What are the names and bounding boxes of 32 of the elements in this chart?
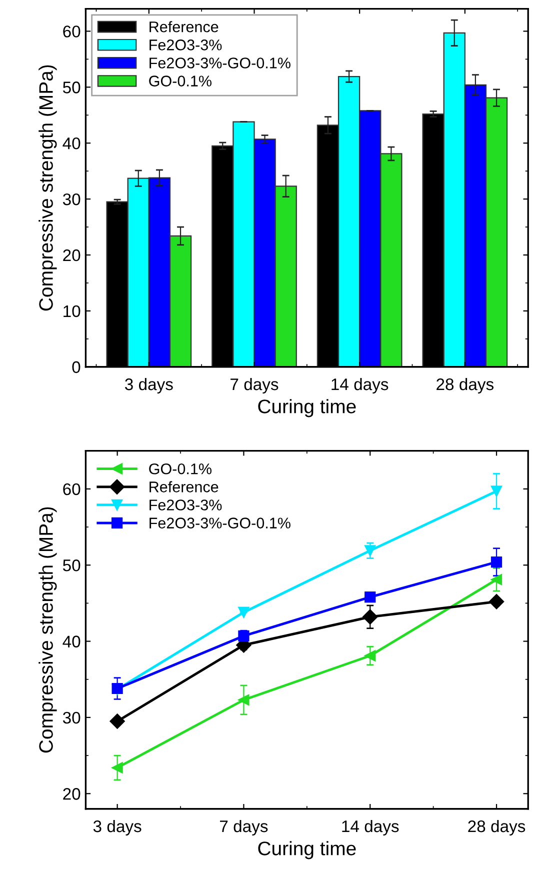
y-tick-label: 0 xyxy=(72,361,80,374)
x-axis-title: Curing time xyxy=(258,399,356,418)
x-tick-label: 3 days xyxy=(93,820,142,836)
y-tick-label: 60 xyxy=(63,483,80,496)
y-tick-label: 40 xyxy=(62,636,80,648)
y-tick-label: 20 xyxy=(63,249,80,262)
legend-label: Reference xyxy=(150,21,218,32)
y-tick-label: 30 xyxy=(62,712,80,724)
y-tick-label: 30 xyxy=(62,193,80,206)
legend-label: Fe2O3-3%-GO-0.1% xyxy=(150,518,290,528)
y-tick-label: 10 xyxy=(64,305,80,318)
x-tick-label: 3 days xyxy=(125,378,173,394)
y-tick-label: 50 xyxy=(62,560,80,572)
x-tick-label: 14 days xyxy=(332,378,388,394)
legend-label: GO-0.1% xyxy=(149,463,212,474)
x-tick-label: 7 days xyxy=(230,378,278,394)
y-tick-label: 20 xyxy=(63,788,80,800)
y-tick-label: 40 xyxy=(62,138,80,150)
y-tick-label: 60 xyxy=(63,26,80,38)
x-tick-label: 28 days xyxy=(468,820,526,836)
legend-label: GO-0.1% xyxy=(149,76,212,86)
legend-label: Fe2O3-3% xyxy=(150,40,222,50)
y-tick-label: 50 xyxy=(62,82,80,94)
y-axis-title: Compressive strength (MPa) xyxy=(38,507,57,753)
y-axis-title: Compressive strength (MPa) xyxy=(38,65,57,311)
legend-label: Fe2O3-3%-GO-0.1% xyxy=(150,58,290,68)
legend-label: Reference xyxy=(150,481,218,492)
legend-label: Fe2O3-3% xyxy=(150,500,222,510)
x-tick-label: 14 days xyxy=(342,820,399,836)
x-tick-label: 28 days xyxy=(436,378,494,394)
x-axis-title: Curing time xyxy=(258,841,356,860)
x-tick-label: 7 days xyxy=(220,820,268,836)
